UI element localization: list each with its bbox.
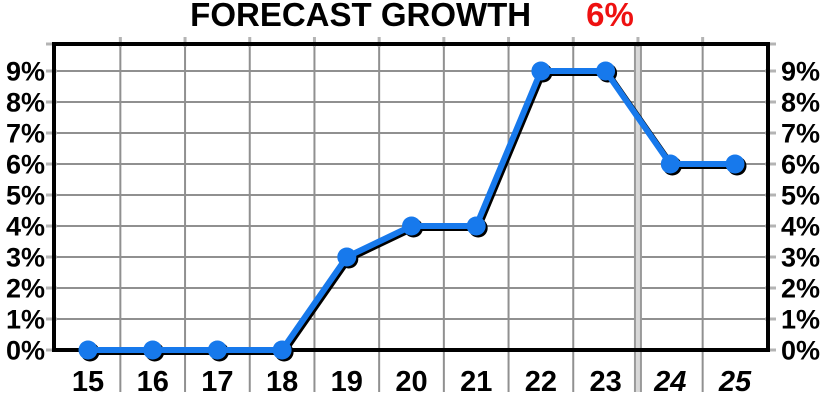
- y-axis-label-right: 9%: [781, 57, 820, 87]
- y-axis-label-left: 6%: [6, 150, 45, 180]
- x-axis-label: 19: [331, 366, 363, 398]
- y-axis-label-left: 7%: [6, 119, 45, 149]
- data-point-marker: [207, 340, 227, 360]
- data-point-marker: [272, 340, 292, 360]
- y-axis-label-left: 8%: [6, 88, 45, 118]
- y-axis-label-right: 8%: [781, 88, 820, 118]
- x-axis-label: 15: [72, 366, 104, 398]
- data-point-marker: [143, 340, 163, 360]
- data-point-marker: [78, 340, 98, 360]
- y-axis-label-left: 2%: [6, 274, 45, 304]
- plot-border: [52, 42, 770, 352]
- x-axis-label: 16: [137, 366, 169, 398]
- y-axis-label-right: 0%: [781, 336, 820, 366]
- y-axis-label-right: 1%: [781, 305, 820, 335]
- y-axis-label-left: 9%: [6, 57, 45, 87]
- x-axis-label: 20: [395, 366, 427, 398]
- data-point-marker: [531, 61, 551, 81]
- y-axis-label-left: 3%: [6, 243, 45, 273]
- data-point-marker: [337, 247, 357, 267]
- y-axis-label-left: 0%: [6, 336, 45, 366]
- x-axis-label-forecast: 24: [653, 366, 686, 398]
- data-point-marker: [596, 61, 616, 81]
- y-axis-label-right: 3%: [781, 243, 820, 273]
- y-axis-label-left: 4%: [6, 212, 45, 242]
- y-axis-label-left: 1%: [6, 305, 45, 335]
- y-axis-label-right: 6%: [781, 150, 820, 180]
- plot-background: [54, 44, 768, 350]
- x-axis-label: 18: [266, 366, 298, 398]
- x-axis-label: 22: [525, 366, 557, 398]
- y-axis-label-left: 5%: [6, 181, 45, 211]
- chart-title: FORECAST GROWTH 6%: [0, 0, 824, 33]
- x-axis-label-forecast: 25: [718, 366, 752, 398]
- y-axis-label-right: 5%: [781, 181, 820, 211]
- chart-title-text: FORECAST GROWTH: [190, 0, 532, 33]
- data-point-marker: [466, 216, 486, 236]
- data-point-marker: [725, 154, 745, 174]
- y-axis-label-right: 7%: [781, 119, 820, 149]
- x-axis-label: 21: [460, 366, 492, 398]
- x-axis-label: 23: [589, 366, 621, 398]
- y-axis-label-right: 4%: [781, 212, 820, 242]
- data-point-marker: [660, 154, 680, 174]
- x-axis-label: 17: [201, 366, 233, 398]
- y-axis-label-right: 2%: [781, 274, 820, 304]
- data-point-marker: [402, 216, 421, 236]
- chart-title-highlight-value: 6%: [586, 0, 634, 33]
